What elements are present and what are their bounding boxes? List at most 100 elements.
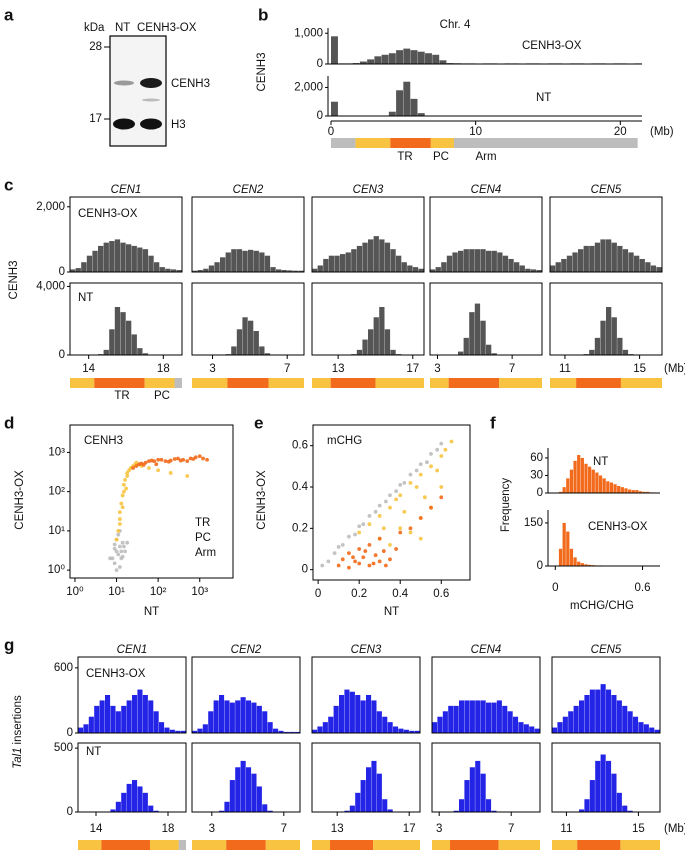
point [123, 477, 127, 482]
point [117, 510, 122, 515]
point [185, 474, 190, 478]
coverage-bar [164, 727, 170, 733]
track-frame [191, 742, 301, 813]
coverage-bar [628, 252, 634, 272]
point [361, 522, 366, 527]
x-axis-label: NT [384, 606, 399, 618]
region-label: PC [433, 151, 449, 163]
hist-bar [584, 463, 588, 493]
x-tick-label: 0.4 [392, 588, 409, 600]
coverage-bar [617, 245, 623, 272]
x-unit: (Mb) [650, 126, 674, 138]
coverage-bar [486, 702, 492, 733]
track-frame [549, 282, 663, 356]
region [390, 138, 431, 148]
coverage-bar [491, 702, 497, 733]
coverage-bar [611, 773, 617, 812]
y-tick-label: 60 [530, 452, 543, 464]
x-tick-label: 18 [162, 823, 175, 835]
region [174, 378, 182, 388]
coverage-bar [622, 705, 628, 733]
coverage-bar [572, 252, 578, 272]
coverage-bar [253, 250, 259, 272]
coverage-bar [351, 249, 357, 272]
point [367, 542, 372, 547]
track-frame [77, 742, 187, 813]
coverage-bar [469, 700, 475, 733]
track-frame [69, 282, 183, 356]
track-frame [311, 282, 425, 356]
coverage-bar [153, 810, 159, 812]
coverage-bar [514, 262, 520, 272]
coverage-bar [458, 250, 464, 272]
coverage-bar [561, 258, 567, 272]
coverage-bar [132, 780, 138, 812]
hist-bar [573, 460, 577, 493]
hist-bar [635, 490, 639, 493]
coverage-bar [458, 351, 464, 355]
coverage-bar [289, 731, 295, 733]
coverage-bar [600, 684, 606, 733]
coverage-bar [381, 54, 389, 64]
track-frame [429, 196, 543, 273]
y-tick-label: 0 [67, 806, 73, 818]
coverage-bar [594, 242, 601, 272]
coverage-bar [557, 722, 563, 733]
coverage-bar [371, 760, 377, 812]
x-tick-label: 7 [281, 823, 287, 835]
coverage-bar [536, 270, 542, 272]
point [394, 489, 399, 494]
coverage-bar [453, 810, 459, 812]
hist-bar [588, 466, 592, 493]
hist-bar [558, 548, 563, 566]
coverage-bar [480, 249, 486, 272]
coverage-bar [192, 730, 198, 733]
coverage-bar [219, 695, 225, 733]
x-unit: (Mb) [664, 363, 685, 375]
coverage-bar [94, 705, 100, 733]
coverage-bar [248, 249, 254, 272]
coverage-bar [606, 239, 612, 272]
hist-bar [631, 490, 635, 493]
coverage-bar [393, 726, 399, 733]
hist-label: NT [593, 456, 608, 468]
hist-bar [580, 457, 584, 493]
coverage-bar [469, 767, 475, 812]
lane-label: CENH3-OX [137, 22, 197, 34]
x-tick-label: 17 [406, 363, 419, 375]
point [123, 549, 127, 554]
coverage-bar [137, 786, 143, 812]
coverage-bar [469, 249, 475, 272]
coverage-bar [633, 716, 639, 733]
region [268, 378, 304, 388]
coverage-bar [459, 799, 465, 812]
point [205, 457, 209, 462]
coverage-bar [583, 245, 589, 272]
gene-name: Tal1 [12, 747, 24, 768]
coverage-bar [360, 780, 366, 812]
coverage-bar [368, 239, 374, 272]
legend-entry: PC [195, 532, 211, 544]
coverage-bar [366, 767, 372, 812]
coverage-bar [344, 689, 350, 733]
coverage-bar [555, 262, 561, 272]
coverage-bar [229, 780, 235, 812]
coverage-bar [432, 722, 438, 733]
coverage-bar [595, 760, 601, 812]
point [117, 544, 122, 549]
coverage-bar [240, 760, 246, 812]
point [398, 526, 403, 531]
cen-title: CEN3 [351, 644, 382, 656]
y-tick-label: 0 [59, 266, 65, 278]
y-tick-label: 0 [67, 727, 73, 739]
point [363, 549, 368, 553]
coverage-bar [463, 337, 469, 355]
band [140, 118, 162, 130]
hist-bar [606, 481, 610, 493]
marker-label: 28 [89, 41, 102, 53]
coverage-bar [589, 349, 595, 355]
track-frame [191, 196, 305, 273]
coverage-bar [414, 730, 420, 733]
y-tick-label: 0 [317, 58, 323, 70]
